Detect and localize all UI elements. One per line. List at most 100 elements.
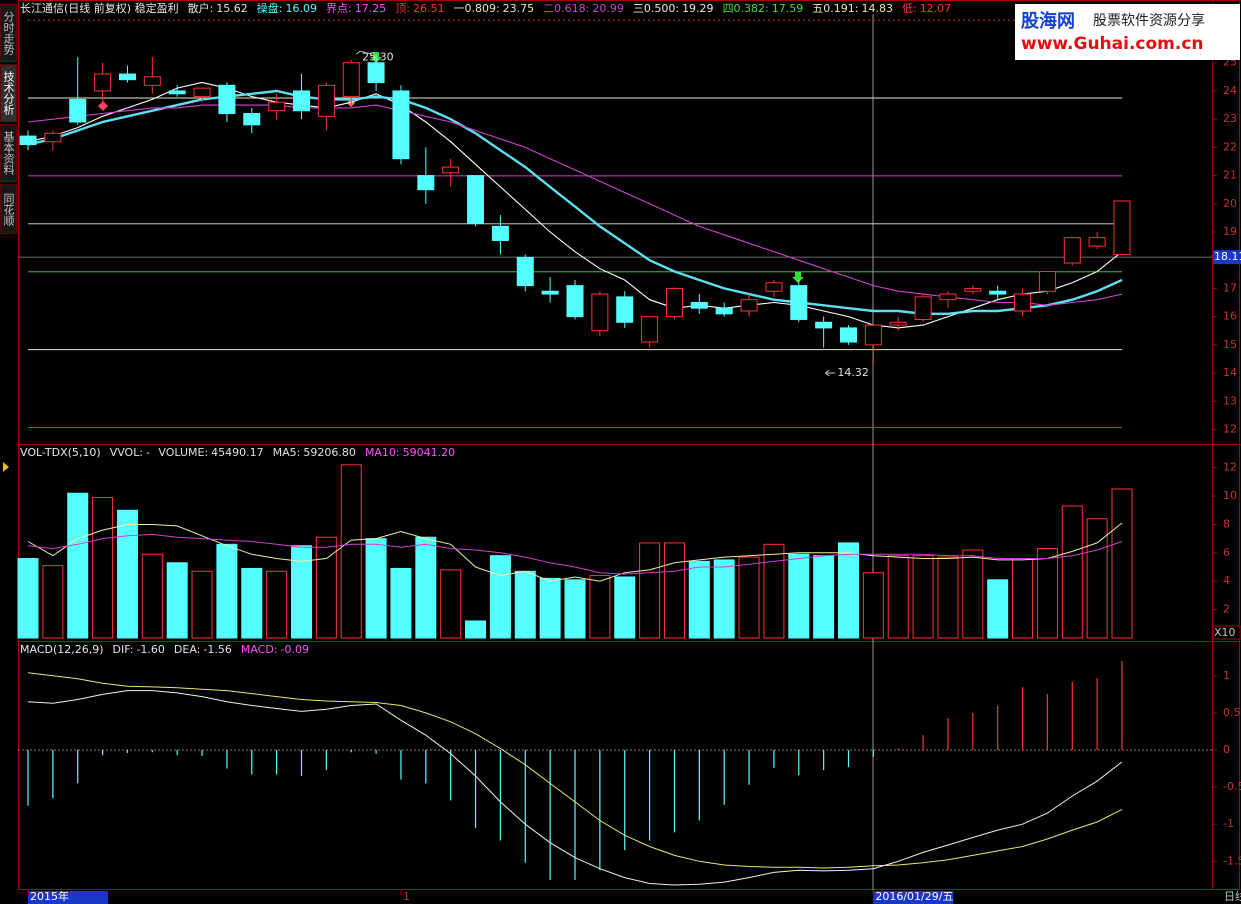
y-tick-label: 0 xyxy=(1223,743,1230,756)
low-label: 14.32 xyxy=(837,366,869,379)
y-tick-label: 1 xyxy=(1223,669,1230,682)
candle-body xyxy=(218,84,236,115)
readout-label: 二0.618: xyxy=(543,2,589,15)
volume-bar xyxy=(315,536,337,639)
candle-body xyxy=(442,166,460,174)
sidebar-tab[interactable]: 分时走势 xyxy=(0,4,17,62)
logo-url: www.Guhai.com.cn xyxy=(1021,34,1204,54)
candle-body xyxy=(840,327,857,343)
readout-value: -0.09 xyxy=(281,643,309,656)
logo-tagline: 股票软件资源分享 xyxy=(1093,13,1205,29)
volume-bar xyxy=(813,555,835,639)
volume-bar xyxy=(862,572,884,639)
last-price-box xyxy=(1213,250,1241,265)
candle-body xyxy=(765,282,783,292)
readout-value: 23.75 xyxy=(503,2,535,15)
volume-bar xyxy=(887,555,909,639)
volume-bar xyxy=(738,556,760,639)
readout-value: 17.25 xyxy=(355,2,387,15)
candle-body xyxy=(467,175,485,225)
candle-body xyxy=(964,287,982,292)
candle-body xyxy=(591,293,609,332)
volume-bar xyxy=(1111,488,1133,639)
volume-bar xyxy=(291,545,312,639)
volume-bar xyxy=(539,577,561,639)
readout-label: 操盘: xyxy=(257,1,283,15)
readout-label: DIF: xyxy=(113,643,134,656)
background xyxy=(18,0,1241,904)
frame xyxy=(18,0,1240,890)
macd-line xyxy=(27,690,1123,886)
candle-body xyxy=(491,225,509,241)
panel-header: 长江通信(日线 前复权) 稳定盈利 散户: 15.62 操盘: 16.09 界点: 17.2… xyxy=(20,1,951,15)
volume-bar xyxy=(191,570,213,639)
candle-body xyxy=(939,293,957,301)
candle-body xyxy=(715,307,733,315)
volume-bar xyxy=(465,620,487,639)
candle-body xyxy=(342,62,360,98)
readout-value: 14.83 xyxy=(861,2,893,15)
candle-body xyxy=(118,73,136,81)
candle-body xyxy=(19,135,37,146)
volume-bar xyxy=(1012,558,1034,639)
period-label: 日线 xyxy=(1224,889,1241,903)
candle-body xyxy=(790,285,808,320)
candle-body xyxy=(516,256,534,287)
candle-body xyxy=(989,290,1007,295)
unit-label: X10 xyxy=(1214,626,1236,639)
y-tick-label: 22 xyxy=(1223,140,1237,153)
y-tick-label: 12 xyxy=(1223,422,1237,435)
y-tick-label: 16 xyxy=(1223,310,1237,323)
candle-body xyxy=(392,90,410,160)
readout-label: 界点: xyxy=(326,2,352,15)
candle-body xyxy=(94,73,112,92)
volume-bar xyxy=(1061,505,1083,639)
signal-arrow xyxy=(792,272,804,283)
candle-body xyxy=(268,101,286,112)
candle-body xyxy=(193,87,211,98)
volume-bar xyxy=(763,543,785,639)
logo-name: 股海网 xyxy=(1021,11,1075,32)
candle-body xyxy=(566,285,584,318)
readout-label: DEA: xyxy=(174,643,200,656)
collapse-handle[interactable] xyxy=(3,462,9,472)
annotation-arrow xyxy=(355,50,373,55)
readout-label: MA5: xyxy=(273,446,301,459)
y-tick-label: 14 xyxy=(1223,366,1237,379)
candle-body xyxy=(665,287,683,318)
y-tick-label: -0.5 xyxy=(1223,780,1241,793)
readout-label: 一0.809: xyxy=(453,2,499,15)
sidebar-tab[interactable]: 基本资料 xyxy=(0,124,17,182)
readout-value: 20.99 xyxy=(592,2,624,15)
candle-body xyxy=(1113,200,1131,256)
volume-bar xyxy=(241,567,263,639)
readout-value: 26.51 xyxy=(413,2,445,15)
readout-label: VOLUME: xyxy=(158,446,208,459)
volume-bar xyxy=(489,555,511,639)
candle-body xyxy=(1088,237,1106,247)
volume-bar xyxy=(17,558,39,639)
candle-body xyxy=(69,98,87,123)
volume-bar xyxy=(365,538,387,639)
volume-bar xyxy=(838,542,859,639)
volume-bar xyxy=(614,576,636,639)
y-tick-label: -1.5 xyxy=(1223,854,1241,867)
high-label: 25.30 xyxy=(362,50,394,63)
candle-body xyxy=(740,299,758,312)
ma-line xyxy=(27,81,1123,329)
sidebar-tab[interactable]: 同花顺 xyxy=(0,184,17,234)
volume-bar xyxy=(1036,548,1058,639)
candle-body xyxy=(616,296,634,323)
volume-bar xyxy=(266,570,288,639)
readout-label: 顶: xyxy=(395,2,410,15)
candle-body xyxy=(541,290,559,295)
volume-ma-line xyxy=(27,533,1123,575)
candle-body xyxy=(1014,293,1032,312)
candle-body xyxy=(815,321,833,329)
readout-value: -1.60 xyxy=(136,643,164,656)
volume-bar xyxy=(67,492,89,639)
x-tick-label: 2016/01/29/五 xyxy=(875,890,953,903)
y-tick-label: 13 xyxy=(1223,394,1237,407)
volume-bar xyxy=(415,536,437,639)
sidebar-tab[interactable]: 技术分析 xyxy=(0,64,17,122)
